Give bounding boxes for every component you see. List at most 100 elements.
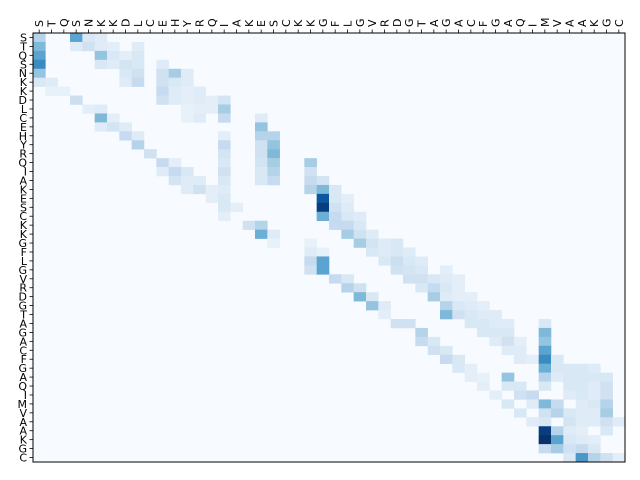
- heatmap-cell: [119, 68, 132, 78]
- x-tick-label: I: [527, 24, 540, 27]
- x-tick-label: C: [465, 19, 478, 27]
- y-tick-label: I: [24, 166, 27, 179]
- heatmap-cell: [612, 453, 626, 463]
- heatmap-cell: [464, 319, 478, 329]
- heatmap-cell: [144, 149, 157, 159]
- heatmap-cell: [267, 158, 280, 168]
- y-tick-label: C: [19, 344, 27, 357]
- y-tick-label: K: [20, 219, 28, 232]
- heatmap-cell: [575, 363, 589, 373]
- heatmap-cell: [538, 372, 552, 382]
- heatmap-cell: [353, 292, 367, 302]
- heatmap-cell: [82, 33, 95, 43]
- heatmap-cell: [366, 292, 379, 302]
- heatmap-cell: [600, 381, 613, 391]
- heatmap-cell: [538, 417, 552, 427]
- heatmap-cell: [341, 211, 354, 221]
- heatmap-cell: [316, 184, 330, 195]
- heatmap-cell: [181, 104, 194, 114]
- heatmap-cell: [267, 229, 280, 239]
- x-tick-label: H: [169, 19, 182, 27]
- x-tick-label: D: [120, 19, 133, 27]
- y-tick-label: G: [18, 264, 27, 277]
- heatmap-cell: [193, 86, 206, 96]
- heatmap-cell: [501, 381, 515, 391]
- y-tick-label: S: [20, 58, 27, 71]
- heatmap-cell: [403, 265, 416, 275]
- x-tick-label: K: [243, 19, 256, 27]
- heatmap-cell: [94, 41, 108, 52]
- heatmap-cell: [415, 256, 428, 266]
- heatmap-cell: [119, 59, 132, 70]
- heatmap-cell: [501, 319, 515, 329]
- heatmap-cell: [131, 77, 145, 87]
- heatmap-cell: [107, 59, 120, 70]
- heatmap-cell: [477, 372, 490, 382]
- x-tick-label: K: [107, 19, 120, 27]
- heatmap-cell: [119, 77, 132, 87]
- heatmap-cell: [193, 113, 206, 123]
- heatmap-cell: [452, 274, 465, 284]
- y-axis-ticks: STQSNKKDLCEHYRQIAKESCKKGFLGVRDGTAGACFGAQ…: [18, 31, 33, 465]
- heatmap-cell: [477, 319, 490, 329]
- heatmap-cell: [181, 176, 194, 186]
- heatmap-cell: [316, 176, 330, 186]
- plot-frame: [32, 32, 626, 463]
- heatmap-cell: [156, 167, 169, 177]
- heatmap-cell: [403, 256, 416, 266]
- heatmap-cell: [255, 122, 268, 132]
- heatmap-cell: [551, 408, 564, 418]
- heatmap-cell: [464, 310, 478, 320]
- heatmap-cell: [427, 336, 441, 347]
- heatmap-cell: [415, 327, 428, 338]
- heatmap-cell: [353, 283, 367, 293]
- heatmap-cell: [575, 435, 589, 445]
- x-tick-label: Q: [206, 18, 219, 27]
- heatmap-cell: [575, 381, 589, 391]
- heatmap-cell: [538, 354, 552, 364]
- heatmap-cell: [390, 247, 404, 257]
- y-tick-label: K: [20, 76, 28, 89]
- heatmap-cell: [57, 86, 71, 96]
- heatmap-cell: [119, 131, 132, 141]
- heatmap-cell: [267, 176, 280, 186]
- heatmap-cell: [255, 140, 268, 150]
- heatmap-cell: [119, 50, 132, 61]
- y-tick-label: D: [19, 94, 27, 107]
- x-tick-label: D: [391, 19, 404, 27]
- heatmap-cell: [156, 68, 169, 78]
- heatmap-cell: [341, 283, 354, 293]
- y-tick-label: S: [20, 31, 27, 44]
- heatmap-cell: [415, 274, 428, 284]
- heatmap-cell: [131, 50, 145, 61]
- heatmap-cell: [353, 238, 367, 248]
- x-tick-label: G: [403, 18, 416, 27]
- heatmap-cell: [575, 444, 589, 454]
- y-tick-label: K: [20, 85, 28, 98]
- y-tick-label: A: [19, 416, 27, 429]
- heatmap-cell: [316, 256, 330, 266]
- heatmap-cell: [267, 238, 280, 248]
- y-tick-label: A: [19, 335, 27, 348]
- heatmap-cell: [563, 408, 576, 418]
- heatmap-cell: [538, 399, 552, 409]
- heatmap-cell: [415, 283, 428, 293]
- heatmap-cell: [415, 265, 428, 275]
- heatmap-cell: [588, 399, 601, 409]
- heatmap-cell: [464, 292, 478, 302]
- heatmap-cell: [329, 202, 342, 213]
- heatmap-cell: [193, 176, 206, 186]
- heatmap-cell: [600, 453, 613, 463]
- heatmap-cell: [390, 238, 404, 248]
- heatmap-cell: [329, 220, 342, 230]
- y-tick-label: V: [19, 407, 27, 420]
- heatmap-cell: [341, 193, 354, 204]
- heatmap-cell: [181, 95, 194, 105]
- heatmap-cell: [353, 229, 367, 239]
- heatmap-cell: [489, 327, 502, 338]
- y-tick-label: A: [19, 425, 27, 438]
- heatmap-cell: [588, 381, 601, 391]
- heatmap-cell: [477, 310, 490, 320]
- heatmap-cell: [489, 319, 502, 329]
